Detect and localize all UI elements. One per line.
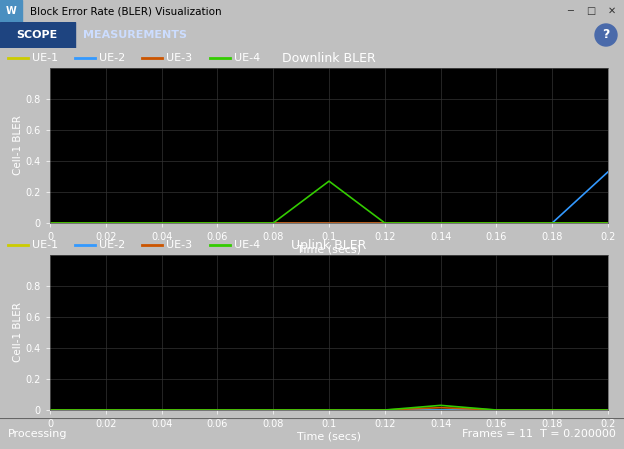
Text: UE-3: UE-3 — [166, 53, 192, 63]
Text: ?: ? — [602, 28, 610, 41]
Title: Downlink BLER: Downlink BLER — [282, 53, 376, 66]
Text: W: W — [6, 6, 16, 16]
Text: UE-2: UE-2 — [99, 240, 125, 250]
Y-axis label: Cell-1 BLER: Cell-1 BLER — [13, 303, 23, 362]
Text: UE-4: UE-4 — [234, 240, 260, 250]
Bar — [0, 22, 75, 48]
Text: Processing: Processing — [8, 429, 67, 439]
Text: UE-1: UE-1 — [32, 53, 58, 63]
X-axis label: Time (secs): Time (secs) — [297, 245, 361, 255]
Text: UE-1: UE-1 — [32, 240, 58, 250]
Bar — [0, 0, 22, 22]
Text: ✕: ✕ — [608, 6, 616, 16]
Circle shape — [595, 24, 617, 46]
Text: Block Error Rate (BLER) Visualization: Block Error Rate (BLER) Visualization — [30, 6, 222, 16]
Text: Frames = 11  T = 0.200000: Frames = 11 T = 0.200000 — [462, 429, 616, 439]
Title: Uplink BLER: Uplink BLER — [291, 239, 367, 252]
X-axis label: Time (secs): Time (secs) — [297, 432, 361, 442]
Text: UE-2: UE-2 — [99, 53, 125, 63]
Text: MEASUREMENTS: MEASUREMENTS — [83, 30, 187, 40]
Y-axis label: Cell-1 BLER: Cell-1 BLER — [13, 115, 23, 176]
Text: ─: ─ — [567, 6, 573, 16]
Text: UE-3: UE-3 — [166, 240, 192, 250]
Text: □: □ — [587, 6, 596, 16]
Text: SCOPE: SCOPE — [16, 30, 57, 40]
Text: UE-4: UE-4 — [234, 53, 260, 63]
